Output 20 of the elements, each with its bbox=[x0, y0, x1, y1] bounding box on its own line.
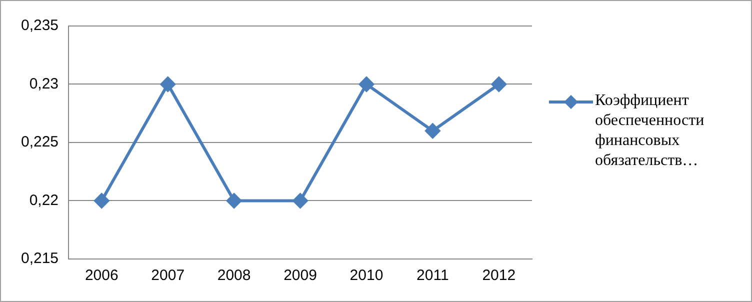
y-tick-label: 0,22 bbox=[29, 192, 59, 209]
x-tick-label: 2008 bbox=[217, 267, 251, 284]
legend-label: Коэффициент обеспеченности финансовых обязательств… bbox=[595, 91, 706, 171]
point bbox=[94, 193, 110, 208]
point bbox=[358, 76, 374, 92]
x-tick-label: 2011 bbox=[416, 267, 449, 284]
x-tick-label: 2012 bbox=[482, 267, 516, 284]
x-tick-label: 2006 bbox=[84, 267, 118, 284]
point bbox=[491, 76, 506, 92]
point bbox=[160, 76, 176, 92]
y-tick-label: 0,23 bbox=[29, 75, 59, 92]
x-tick-label: 2010 bbox=[350, 267, 384, 284]
point bbox=[292, 193, 308, 208]
x-tick-label: 2009 bbox=[284, 267, 317, 284]
y-tick-label: 0,225 bbox=[20, 134, 59, 151]
point bbox=[425, 123, 440, 138]
point bbox=[226, 193, 242, 208]
y-tick-label: 0,215 bbox=[20, 250, 59, 268]
y-tick-label: 0,235 bbox=[20, 17, 59, 34]
x-tick-label: 2007 bbox=[151, 267, 185, 284]
